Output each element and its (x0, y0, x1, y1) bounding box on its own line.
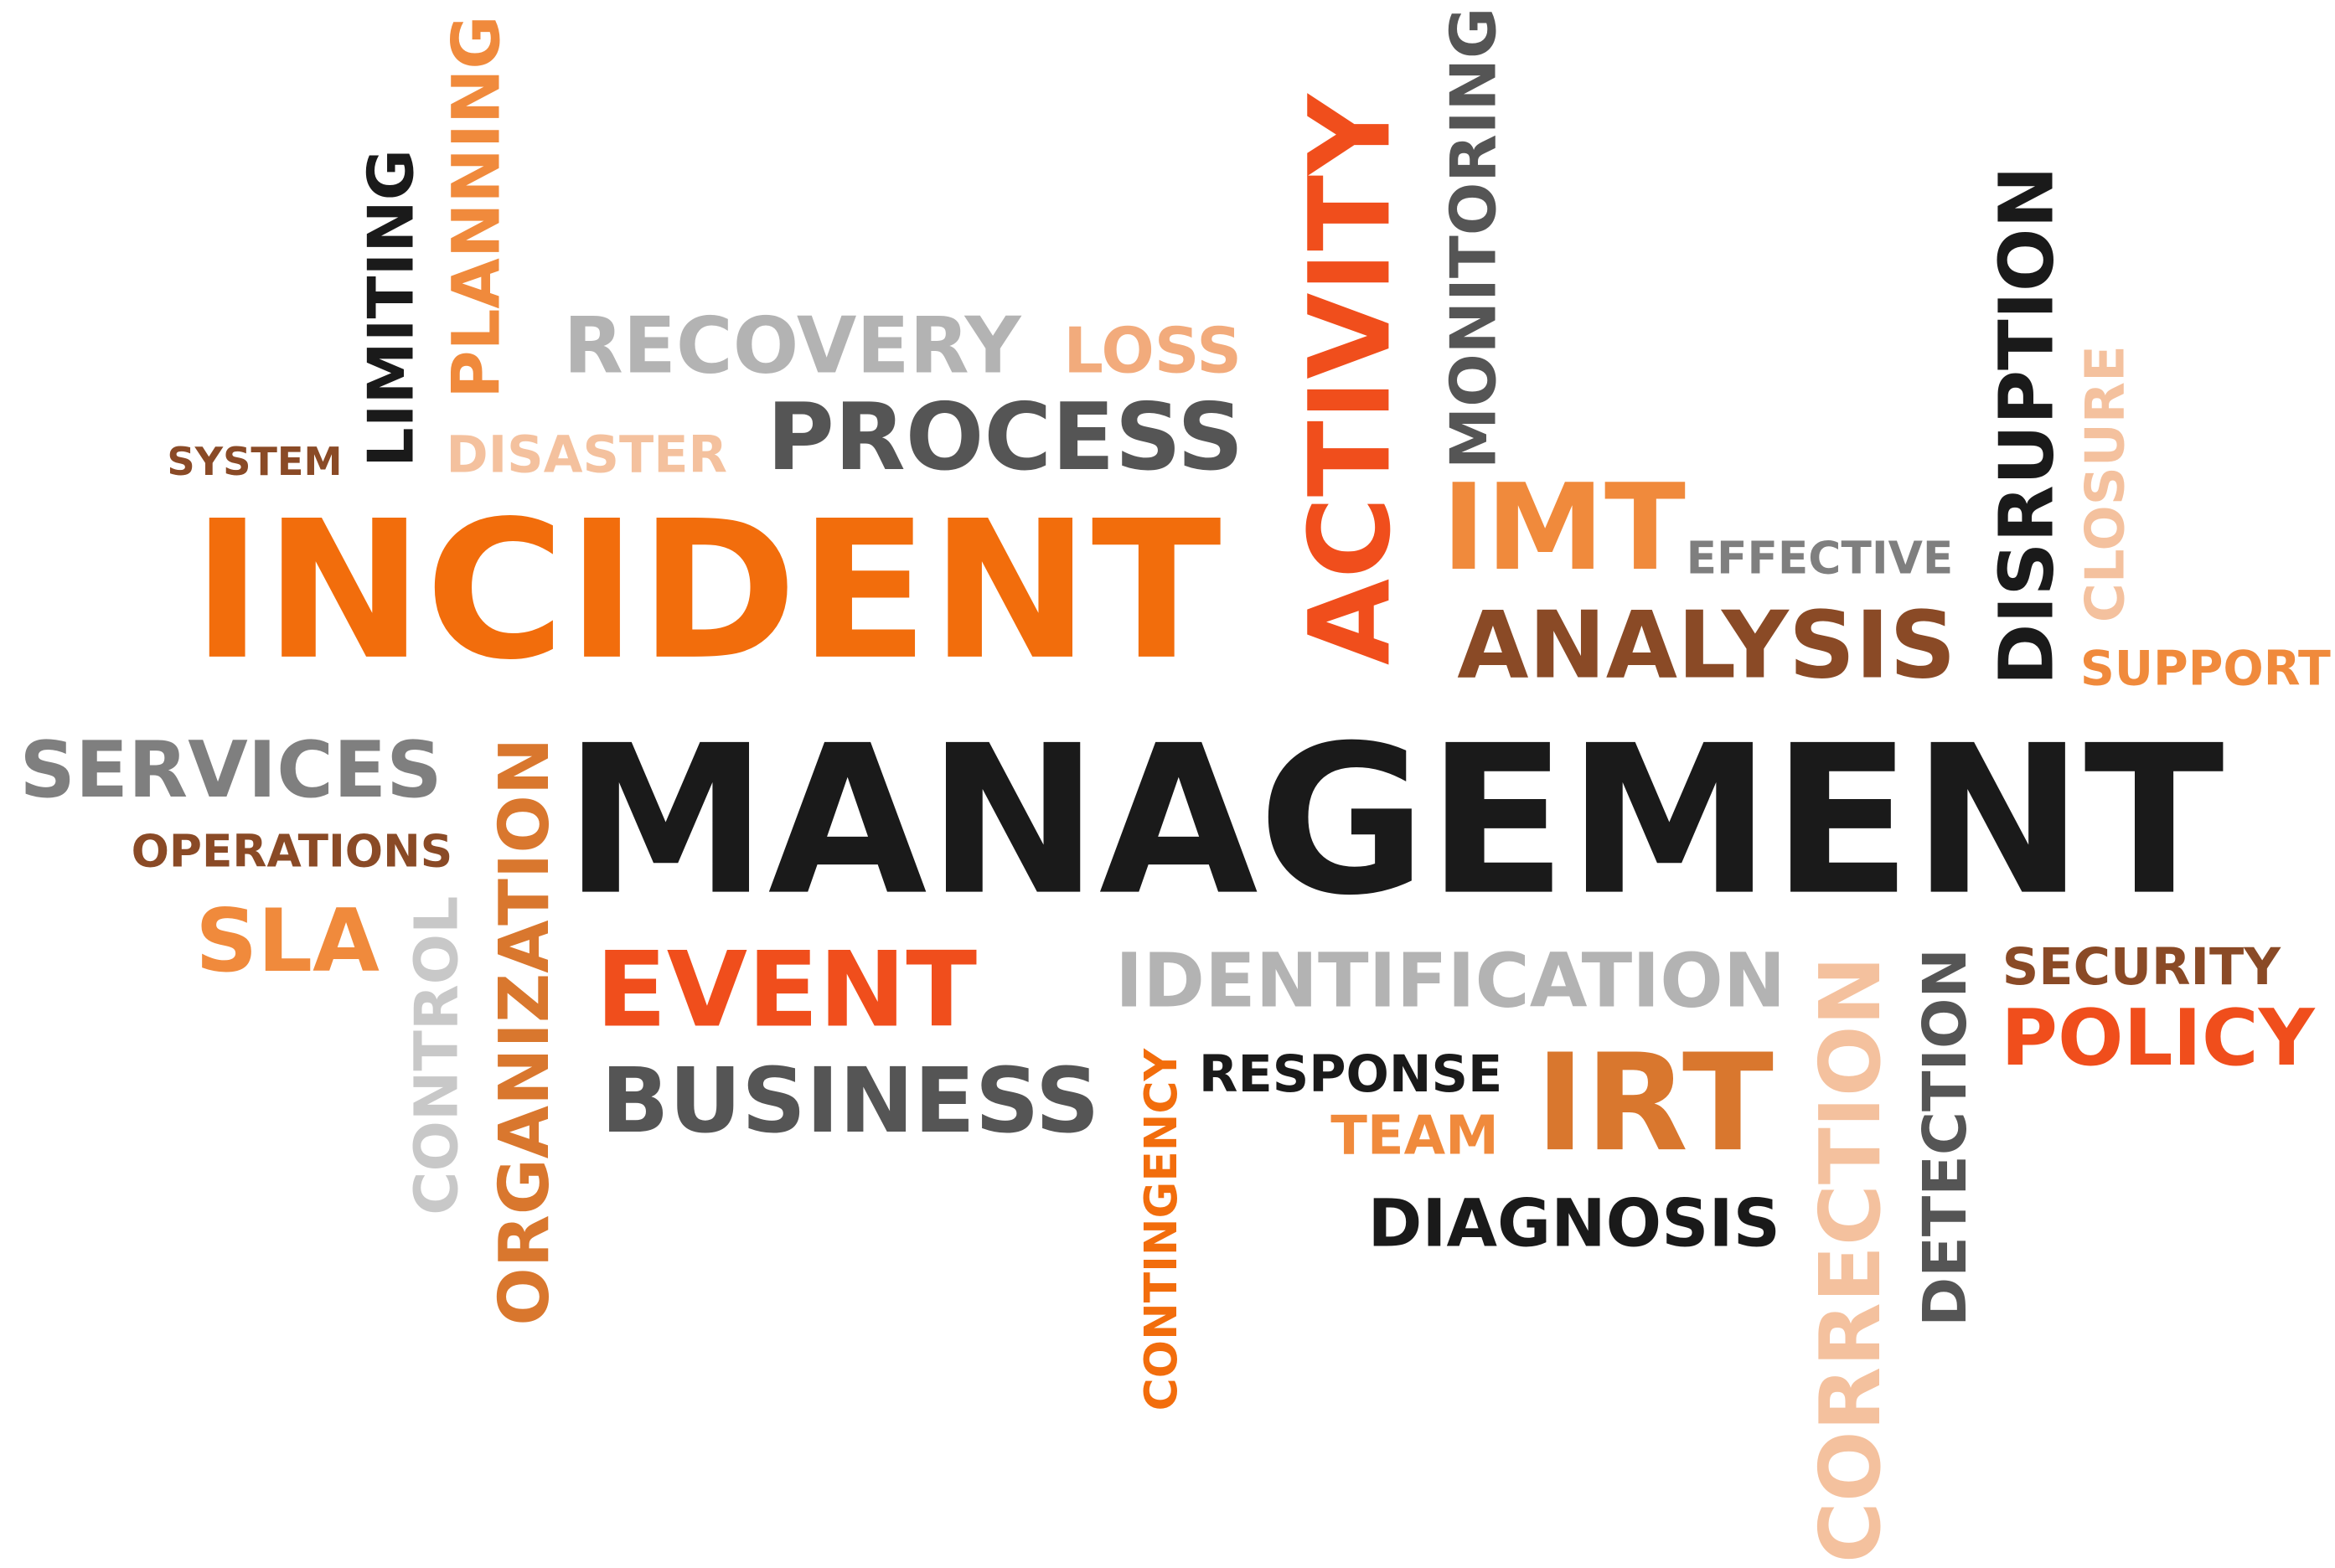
word-analysis: ANALYSIS (1457, 591, 1956, 700)
word-incident: INCIDENT (191, 481, 1223, 703)
word-planning: PLANNING (439, 15, 515, 399)
word-loss: LOSS (1063, 314, 1242, 388)
word-limiting: LIMITING (354, 148, 428, 467)
word-support: SUPPORT (2079, 640, 2331, 697)
word-identification: IDENTIFICATION (1115, 937, 1786, 1024)
word-event: EVENT (595, 929, 978, 1051)
word-team: TEAM (1330, 1106, 1499, 1168)
word-business: BUSINESS (601, 1050, 1100, 1154)
word-process: PROCESS (767, 382, 1244, 492)
word-management: MANAGEMENT (563, 701, 2224, 941)
word-recovery: RECOVERY (563, 302, 1021, 392)
word-detection: DETECTION (1912, 948, 1981, 1327)
word-response: RESPONSE (1198, 1044, 1503, 1105)
word-operations: OPERATIONS (131, 826, 453, 879)
word-disruption: DISRUPTION (1983, 166, 2070, 686)
word-effective: EFFECTIVE (1686, 533, 1954, 585)
word-security: SECURITY (2002, 937, 2281, 998)
word-activity: ACTIVITY (1284, 94, 1416, 666)
word-system: SYSTEM (167, 441, 343, 486)
word-monitoring: MONITORING (1437, 7, 1511, 470)
word-policy: POLICY (2001, 994, 2315, 1084)
word-diagnosis: DIAGNOSIS (1367, 1186, 1780, 1263)
word-closure: CLOSURE (2075, 345, 2137, 623)
word-irt: IRT (1535, 1025, 1774, 1183)
word-disaster: DISASTER (446, 426, 728, 486)
word-organization: ORGANIZATION (483, 737, 565, 1326)
word-control: CONTROL (403, 895, 473, 1215)
word-services: SERVICES (19, 726, 442, 817)
word-correction: CORRECTION (1803, 956, 1900, 1564)
word-sla: SLA (195, 890, 380, 992)
word-imt: IMT (1441, 458, 1686, 597)
word-contingency: CONTINGENCY (1136, 1048, 1189, 1411)
